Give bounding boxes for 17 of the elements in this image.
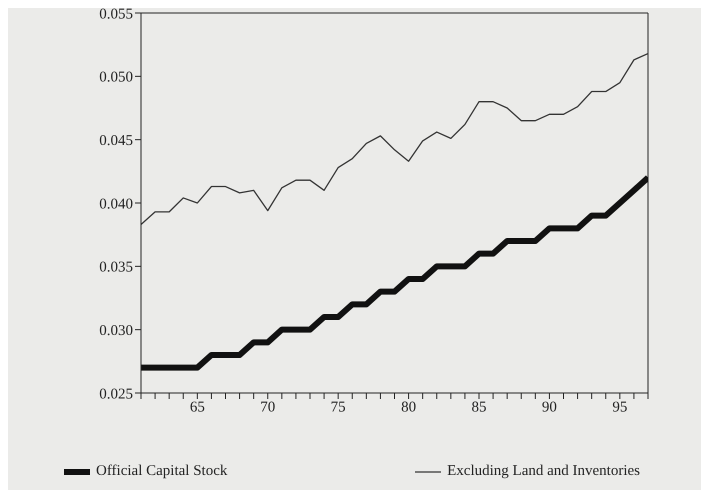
- y-tick-label: 0.050: [99, 70, 133, 86]
- y-tick-label: 0.025: [99, 386, 133, 402]
- legend-label: Official Capital Stock: [96, 463, 228, 480]
- x-tick-label: 85: [472, 400, 486, 416]
- y-tick-label: 0.040: [99, 196, 133, 212]
- x-tick-label: 70: [260, 400, 276, 416]
- y-tick-label: 0.045: [99, 132, 133, 149]
- x-tick-label: 75: [330, 400, 346, 416]
- y-tick-label: 0.030: [99, 322, 133, 339]
- y-tick-label: 0.035: [99, 260, 133, 276]
- line-series: [141, 52, 648, 226]
- y-tick-label: 0.055: [99, 6, 133, 22]
- x-tick-label: 80: [401, 400, 416, 416]
- x-tick-label: 95: [612, 400, 628, 416]
- x-tick-label: 65: [190, 400, 205, 416]
- x-tick-label: 90: [542, 400, 557, 416]
- legend-label: Excluding Land and Inventories: [447, 463, 640, 480]
